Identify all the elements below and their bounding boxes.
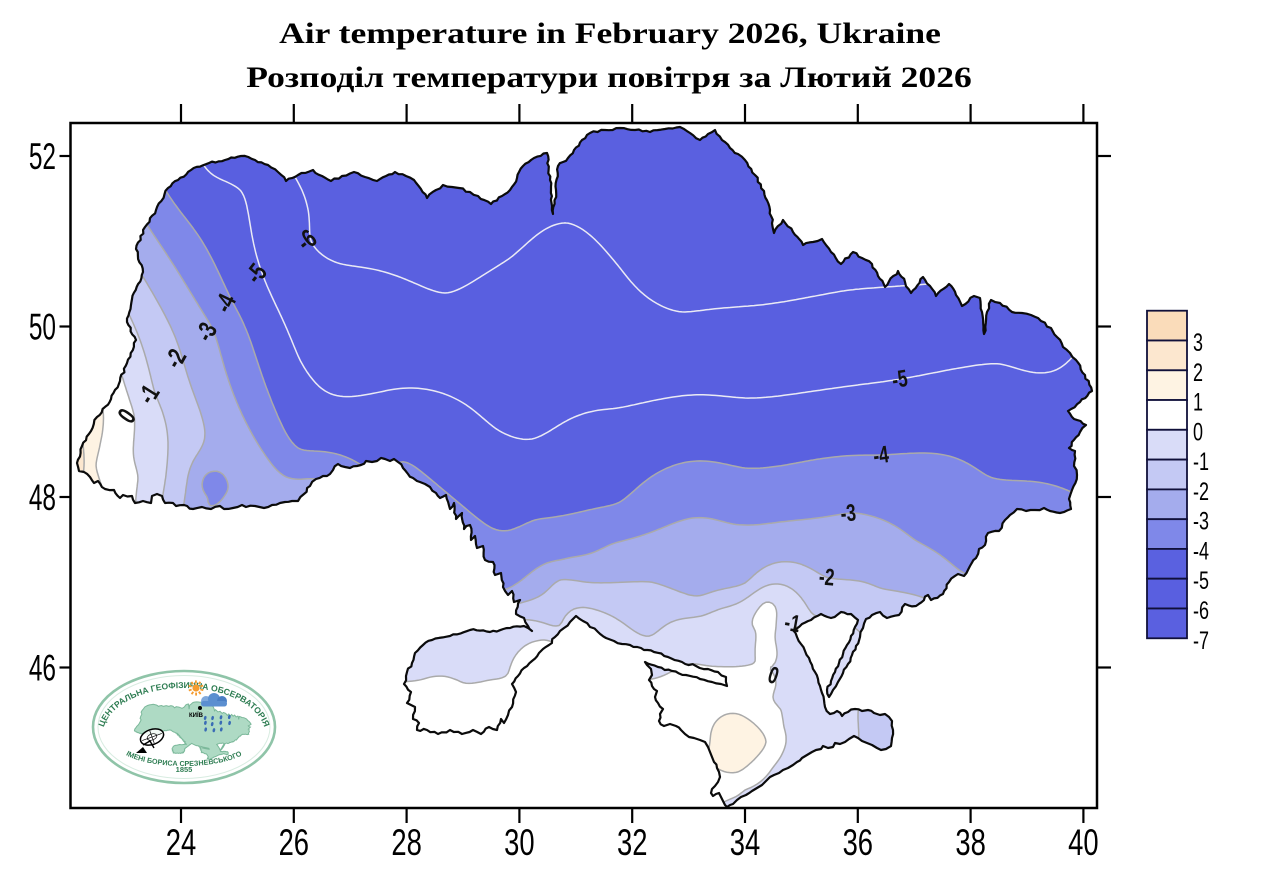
svg-text:30: 30 <box>504 822 534 863</box>
svg-text:-4: -4 <box>872 441 891 469</box>
svg-text:-1: -1 <box>782 609 802 638</box>
svg-text:50: 50 <box>29 306 56 347</box>
svg-text:38: 38 <box>955 822 985 863</box>
svg-text:0: 0 <box>1193 417 1203 446</box>
svg-text:-5: -5 <box>1193 566 1209 595</box>
svg-text:-3: -3 <box>1193 507 1209 536</box>
svg-text:34: 34 <box>730 822 760 863</box>
svg-text:48: 48 <box>29 477 56 518</box>
svg-text:-7: -7 <box>1193 626 1209 655</box>
svg-text:1: 1 <box>1193 388 1203 417</box>
svg-text:2: 2 <box>1193 358 1203 387</box>
svg-text:-1: -1 <box>1193 447 1209 476</box>
svg-text:32: 32 <box>617 822 647 863</box>
svg-text:-3: -3 <box>839 500 857 528</box>
svg-text:-6: -6 <box>1193 596 1209 625</box>
svg-text:52: 52 <box>29 136 56 177</box>
svg-text:-5: -5 <box>890 365 910 394</box>
svg-text:-2: -2 <box>1193 477 1209 506</box>
svg-text:28: 28 <box>391 822 421 863</box>
svg-text:-2: -2 <box>818 564 836 592</box>
svg-text:КИЇВ: КИЇВ <box>189 712 204 719</box>
svg-text:46: 46 <box>29 647 56 688</box>
svg-text:40: 40 <box>1068 822 1098 863</box>
svg-text:Air temperature in February 20: Air temperature in February 2026, Ukrain… <box>279 17 941 50</box>
svg-text:24: 24 <box>166 822 196 863</box>
svg-text:3: 3 <box>1193 328 1203 357</box>
svg-text:1855: 1855 <box>176 765 193 774</box>
svg-text:Розподіл температури повітря з: Розподіл температури повітря за Лютий 20… <box>246 61 971 94</box>
svg-text:-4: -4 <box>1193 536 1209 565</box>
svg-text:26: 26 <box>279 822 309 863</box>
svg-text:36: 36 <box>843 822 873 863</box>
